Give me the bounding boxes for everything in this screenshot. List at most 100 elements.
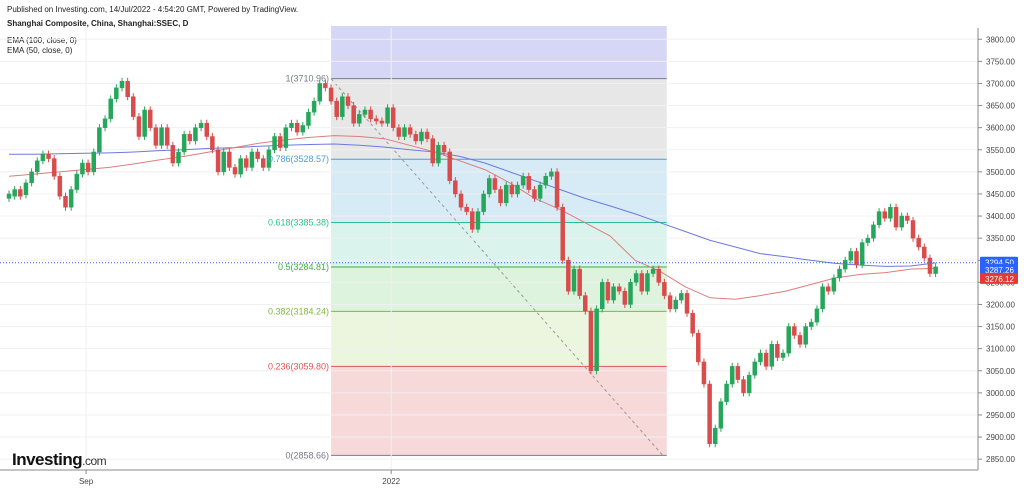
candle-body <box>125 81 130 97</box>
candle-body <box>492 178 498 190</box>
y-tick-label: 3350.00 <box>986 234 1015 243</box>
candle-body <box>633 273 639 283</box>
candle-body <box>430 138 435 164</box>
candle-body <box>605 282 611 301</box>
candle-body <box>600 282 605 310</box>
candle-body <box>334 100 339 117</box>
candle-body <box>475 211 481 230</box>
publish-line: Published on Investing.com, 14/Jul/2022 … <box>7 5 299 14</box>
candle-body <box>803 326 808 345</box>
y-tick-label: 3100.00 <box>986 345 1015 354</box>
candle-body <box>498 189 503 204</box>
candle-body <box>583 295 588 312</box>
candle-body <box>588 310 594 372</box>
candle-body <box>684 293 690 314</box>
candle-body <box>374 118 379 122</box>
candle-body <box>673 299 678 310</box>
candle-body <box>402 127 407 137</box>
x-tick-label: 2022 <box>382 477 400 486</box>
candle-body <box>283 127 289 148</box>
y-tick-label: 2950.00 <box>986 411 1015 420</box>
candle-body <box>85 162 91 173</box>
candle-body <box>136 116 142 137</box>
candle-body <box>368 109 373 120</box>
candle-body <box>809 321 814 327</box>
candle-body <box>407 127 413 135</box>
candle-body <box>187 134 193 142</box>
candle-body <box>227 151 232 168</box>
candle-body <box>102 118 108 128</box>
candle-body <box>266 149 272 168</box>
candle-body <box>357 114 362 124</box>
candle-body <box>831 277 837 292</box>
y-tick-label: 3700.00 <box>986 79 1015 88</box>
candle-body <box>153 127 159 146</box>
fib-level-label: 0.382(3184.24) <box>268 306 329 316</box>
candle-body <box>769 343 774 367</box>
candle-body <box>775 343 780 358</box>
candle-body <box>837 268 842 279</box>
investing-logo[interactable]: Investing.com <box>12 450 107 470</box>
candle-body <box>679 293 684 301</box>
candle-body <box>18 189 23 197</box>
candle-body <box>786 326 791 354</box>
y-tick-label: 3400.00 <box>986 212 1015 221</box>
candle-body <box>628 282 633 305</box>
candle-body <box>741 379 746 394</box>
ema50-line <box>8 135 936 300</box>
candle-body <box>345 96 351 106</box>
candle-body <box>210 136 215 151</box>
fib-zone <box>331 26 667 79</box>
candle-body <box>413 134 419 142</box>
candle-body <box>198 122 204 128</box>
candle-body <box>656 268 661 283</box>
candle-body <box>131 96 136 117</box>
candle-body <box>746 374 752 394</box>
candle-body <box>351 105 356 124</box>
candle-body <box>520 176 526 186</box>
candle-body <box>826 286 831 292</box>
candle-body <box>306 111 311 126</box>
fib-level-label: 0.236(3059.80) <box>268 361 329 371</box>
candle-body <box>842 260 848 270</box>
candle-body <box>419 131 424 142</box>
candle-body <box>458 193 464 208</box>
price-tag <box>980 263 1018 275</box>
candle-body <box>170 145 176 164</box>
candle-body <box>916 237 921 248</box>
y-tick-label: 3750.00 <box>986 57 1015 66</box>
candle-body <box>622 290 628 305</box>
candle-body <box>515 184 520 195</box>
candle-body <box>29 171 34 184</box>
candle-body <box>244 158 249 168</box>
candle-body <box>6 193 12 199</box>
candle-body <box>571 268 577 292</box>
candle-body <box>323 83 328 89</box>
candle-body <box>871 224 876 239</box>
candle-body <box>876 211 882 226</box>
candle-body <box>922 246 927 259</box>
candle-body <box>221 151 226 173</box>
candle-body <box>35 160 40 173</box>
candle-body <box>277 136 283 148</box>
fib-zone <box>331 311 667 367</box>
y-tick-label: 3050.00 <box>986 367 1015 376</box>
candle-body <box>560 206 565 261</box>
candle-body <box>447 151 452 181</box>
y-tick-label: 3600.00 <box>986 124 1015 133</box>
price-tag-label: 3287.26 <box>985 266 1014 275</box>
candle-body <box>667 295 673 310</box>
fib-level-label: 0(2858.66) <box>286 450 330 460</box>
x-tick-label: Sep <box>79 477 94 486</box>
candle-body <box>713 427 718 444</box>
candle-body <box>820 286 825 310</box>
candle-body <box>249 151 255 168</box>
candle-body <box>487 178 492 195</box>
fib-level-label: 0.5(3284.81) <box>278 262 329 272</box>
y-tick-label: 3200.00 <box>986 300 1015 309</box>
candle-body <box>436 145 441 164</box>
candle-body <box>859 242 865 265</box>
candle-body <box>164 127 170 146</box>
